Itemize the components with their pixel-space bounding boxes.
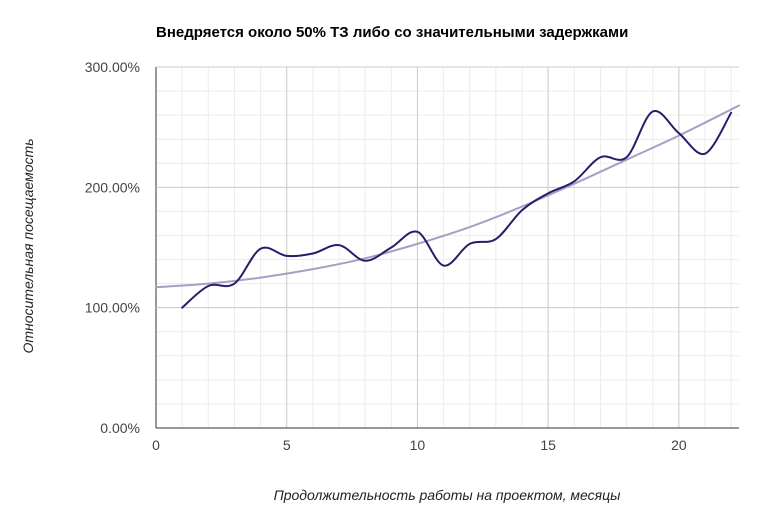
y-tick-label: 0.00% bbox=[100, 420, 140, 436]
x-tick-label: 15 bbox=[540, 437, 556, 453]
x-tick-label: 0 bbox=[152, 437, 160, 453]
y-axis-title: Относительная посещаемость bbox=[20, 138, 36, 353]
series-layer bbox=[155, 104, 740, 309]
y-tick-label: 200.00% bbox=[85, 179, 140, 195]
series-line-main bbox=[181, 110, 733, 309]
minor-grid bbox=[155, 66, 739, 429]
x-tick-label: 5 bbox=[283, 437, 291, 453]
x-tick-label: 20 bbox=[671, 437, 687, 453]
chart-title: Внедряется около 50% ТЗ либо со значител… bbox=[156, 24, 629, 41]
y-tick-label: 300.00% bbox=[85, 59, 140, 75]
tick-labels: 0 5 10 15 200.00%100.00%200.00%300.00% bbox=[85, 59, 687, 453]
x-tick-label: 10 bbox=[410, 437, 426, 453]
major-grid bbox=[155, 66, 739, 429]
x-axis-title: Продолжительность работы на проектом, ме… bbox=[274, 487, 622, 503]
series-line-trend bbox=[155, 104, 740, 289]
y-tick-label: 100.00% bbox=[85, 300, 140, 316]
